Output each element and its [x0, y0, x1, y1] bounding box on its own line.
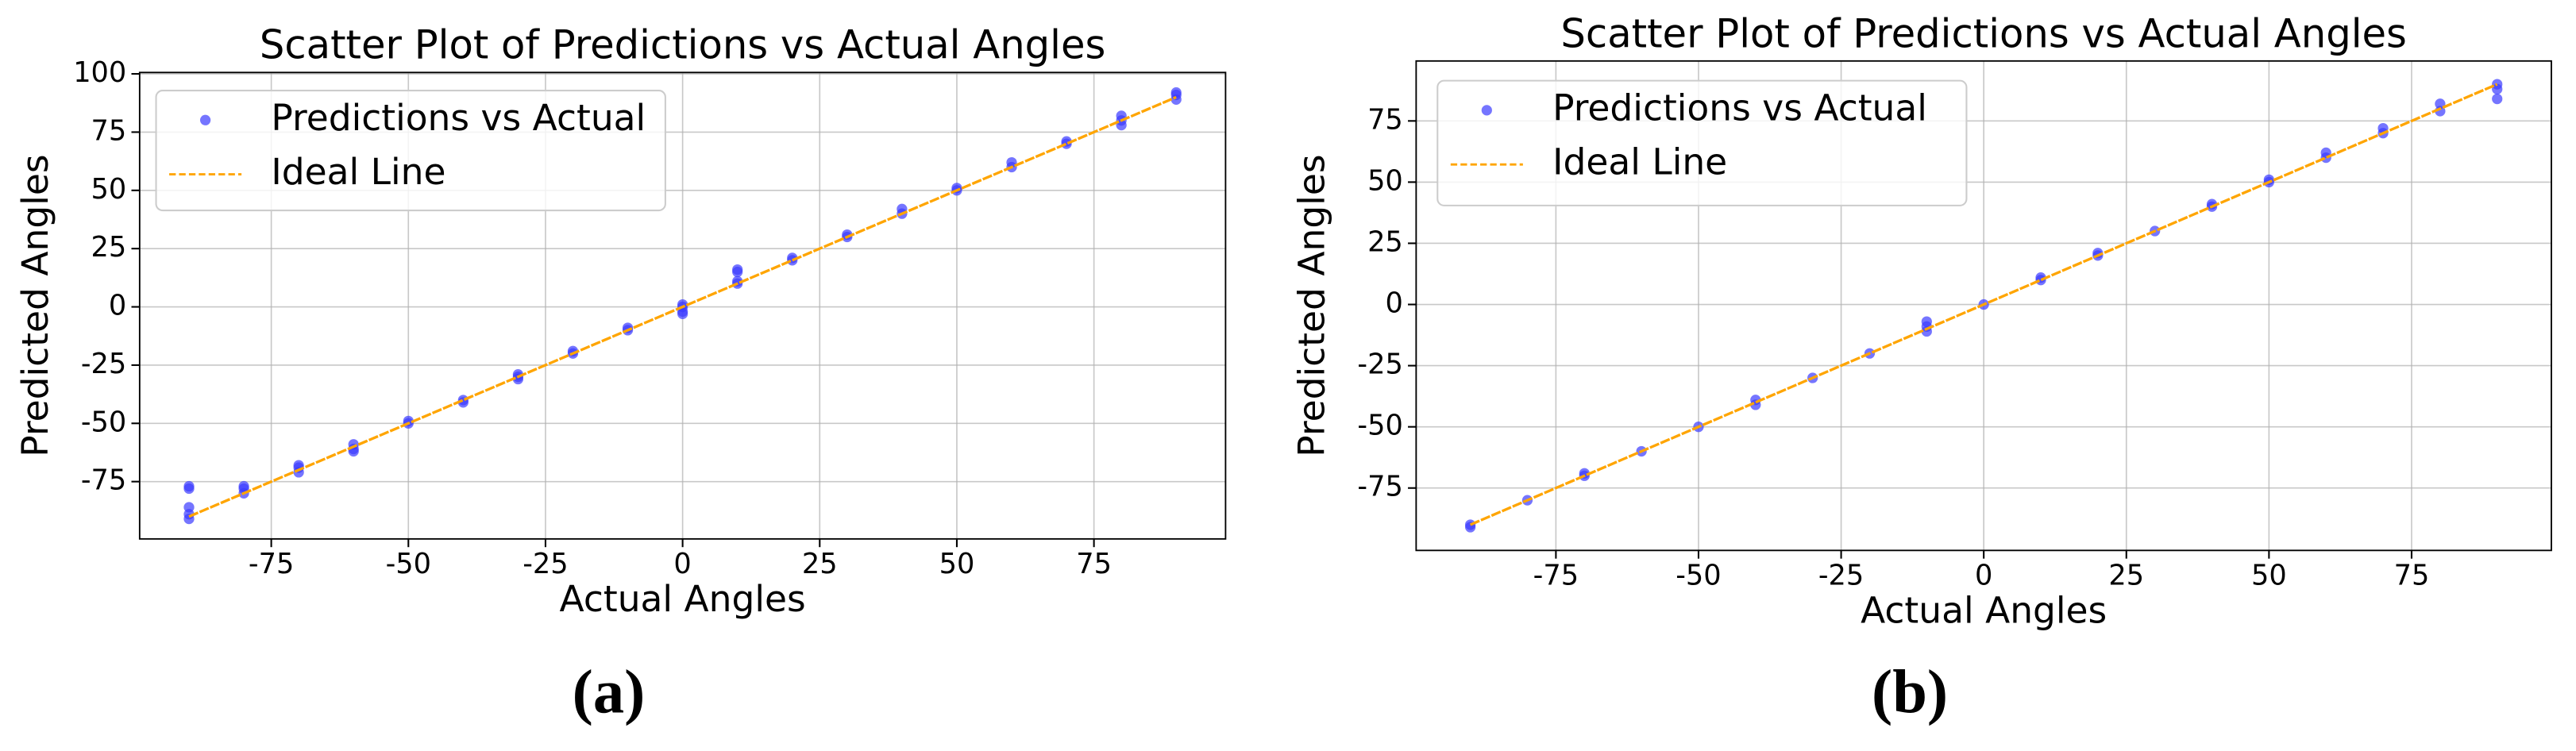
chart-title: Scatter Plot of Predictions vs Actual An…: [260, 22, 1106, 68]
x-axis-label: Actual Angles: [560, 578, 806, 620]
plot-area: [1464, 79, 2503, 533]
x-tick-label: -75: [249, 548, 294, 580]
scatter-point: [238, 480, 249, 492]
scatter-point: [677, 308, 688, 319]
x-axis-label: Actual Angles: [1861, 589, 2107, 631]
ideal-line: [188, 95, 1177, 518]
y-axis-label: Predicted Angles: [14, 154, 56, 456]
chart-title: Scatter Plot of Predictions vs Actual An…: [1560, 10, 2407, 56]
y-tick-label: 50: [91, 173, 127, 206]
y-tick-label: 25: [1367, 225, 1403, 258]
x-tick-label: 0: [1975, 559, 1992, 591]
scatter-point: [2492, 93, 2503, 105]
scatter-point: [732, 264, 743, 275]
legend-marker: [199, 114, 211, 125]
x-tick-label: 50: [939, 548, 975, 580]
y-tick-label: 50: [1367, 164, 1403, 197]
y-tick-label: 0: [109, 290, 126, 322]
y-axis-label: Predicted Angles: [1291, 154, 1333, 456]
legend-label: Ideal Line: [271, 151, 445, 193]
x-tick-label: 0: [673, 548, 691, 580]
x-tick-label: -50: [386, 548, 431, 580]
scatter-point: [1921, 316, 1932, 327]
scatter-point: [183, 502, 195, 513]
scatter-point: [1170, 87, 1182, 98]
y-tick-label: 100: [73, 56, 126, 89]
chart: Scatter Plot of Predictions vs Actual An…: [14, 22, 1227, 727]
x-tick-label: 25: [802, 548, 838, 580]
legend-box: [1436, 79, 1968, 206]
x-tick-label: -25: [523, 548, 568, 580]
legend-label: Predictions vs Actual: [1552, 87, 1927, 129]
caption: (b): [1872, 658, 1948, 727]
y-tick-label: 25: [91, 231, 127, 264]
ideal-line: [1469, 83, 2498, 526]
x-tick-label: 50: [2251, 559, 2287, 591]
x-tick-label: 75: [2394, 559, 2430, 591]
caption: (a): [573, 658, 646, 727]
y-tick-label: 75: [91, 114, 127, 147]
legend-box: [155, 90, 666, 212]
y-tick-label: -75: [1357, 471, 1402, 503]
legend-marker: [1481, 105, 1492, 116]
x-tick-label: -25: [1818, 559, 1864, 591]
y-tick-label: 0: [1385, 287, 1402, 320]
scatter-point: [183, 480, 195, 492]
legend-label: Predictions vs Actual: [271, 97, 646, 139]
legend-label: Ideal Line: [1552, 141, 1727, 183]
plot-frame: [1415, 60, 2552, 552]
y-tick-label: -50: [1357, 410, 1402, 442]
plot-area: [183, 87, 1182, 525]
y-tick-label: -50: [81, 406, 126, 438]
chart: Scatter Plot of Predictions vs Actual An…: [1291, 10, 2552, 727]
x-tick-label: -50: [1676, 559, 1721, 591]
y-tick-label: -25: [81, 348, 126, 380]
y-tick-label: -75: [81, 464, 126, 497]
x-tick-label: 25: [2108, 559, 2144, 591]
y-tick-label: 75: [1367, 103, 1403, 136]
x-tick-label: -75: [1533, 559, 1579, 591]
y-tick-label: -25: [1357, 349, 1402, 381]
plot-frame: [138, 71, 1227, 540]
x-tick-label: 75: [1076, 548, 1112, 580]
